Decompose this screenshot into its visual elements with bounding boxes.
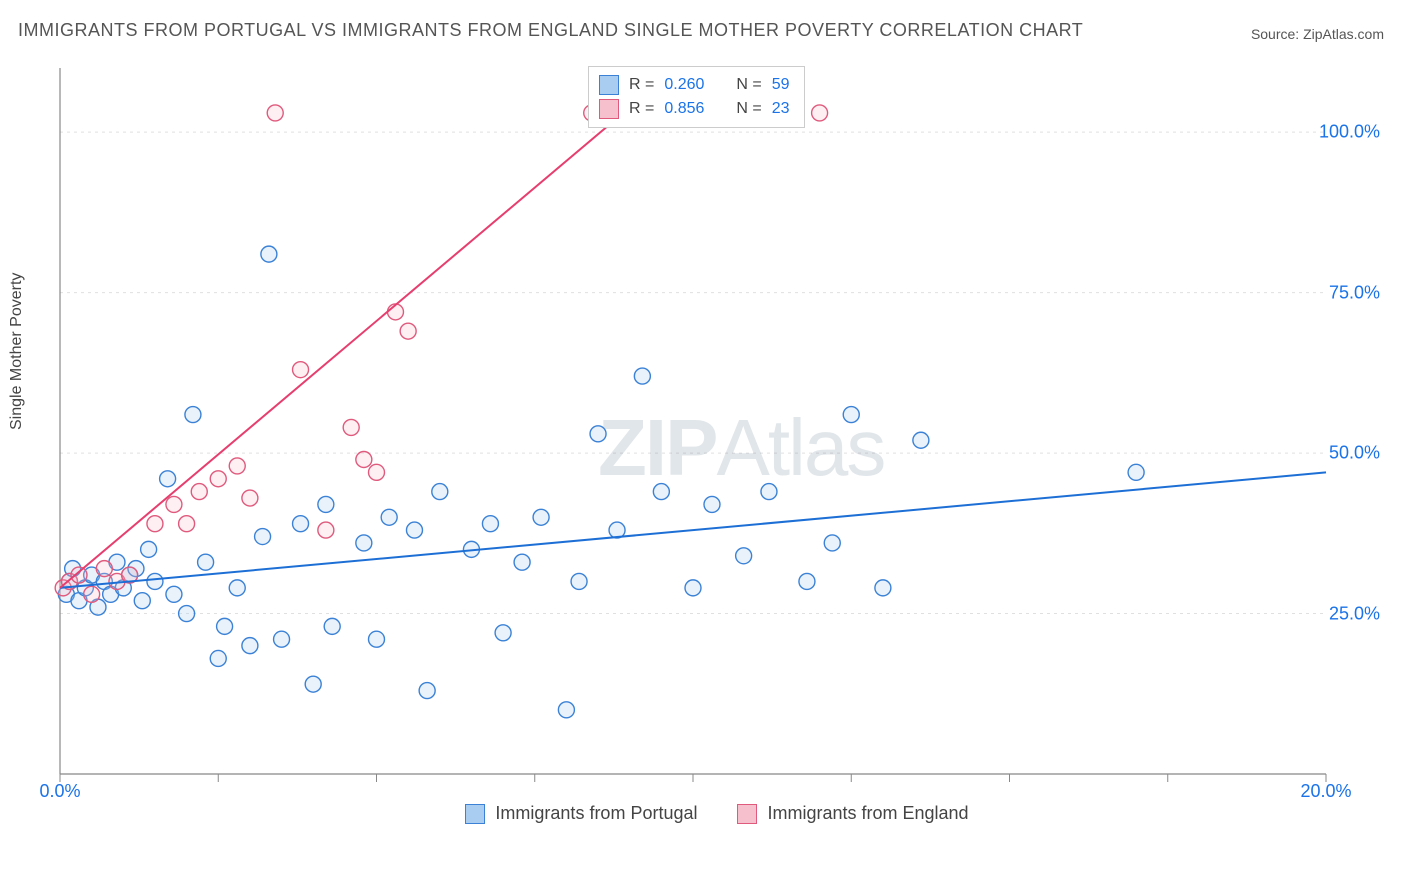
legend-swatch (465, 804, 485, 824)
r-label: R = (629, 100, 654, 118)
correlation-legend: R = 0.260 N = 59 R = 0.856 N = 23 (588, 66, 805, 128)
n-value: 23 (772, 100, 790, 118)
x-tick-label: 0.0% (39, 781, 80, 802)
series-legend: Immigrants from Portugal Immigrants from … (48, 803, 1386, 824)
legend-row: R = 0.856 N = 23 (599, 97, 790, 121)
y-axis-label: Single Mother Poverty (8, 273, 26, 430)
r-value: 0.856 (664, 100, 704, 118)
n-value: 59 (772, 76, 790, 94)
source-attribution: Source: ZipAtlas.com (1251, 26, 1384, 42)
scatter-plot-svg (48, 60, 1386, 830)
r-label: R = (629, 76, 654, 94)
n-label: N = (736, 76, 761, 94)
source-label: Source: (1251, 26, 1303, 42)
series-legend-item: Immigrants from Portugal (465, 803, 697, 824)
legend-row: R = 0.260 N = 59 (599, 73, 790, 97)
x-tick-label: 20.0% (1300, 781, 1351, 802)
series-legend-label: Immigrants from Portugal (495, 803, 697, 824)
chart-area: R =0.260N =59R =0.856N =23 ZIPAtlas 25.0… (48, 60, 1386, 830)
legend-swatch (599, 75, 619, 95)
series-legend-item: Immigrants from England (737, 803, 968, 824)
legend-swatch (737, 804, 757, 824)
y-tick-label: 50.0% (1329, 443, 1380, 464)
n-label: N = (736, 100, 761, 118)
source-link[interactable]: ZipAtlas.com (1303, 26, 1384, 42)
legend-swatch (599, 99, 619, 119)
y-tick-label: 25.0% (1329, 603, 1380, 624)
y-tick-label: 100.0% (1319, 122, 1380, 143)
chart-title: IMMIGRANTS FROM PORTUGAL VS IMMIGRANTS F… (18, 20, 1083, 41)
series-legend-label: Immigrants from England (767, 803, 968, 824)
r-value: 0.260 (664, 76, 704, 94)
y-tick-label: 75.0% (1329, 282, 1380, 303)
